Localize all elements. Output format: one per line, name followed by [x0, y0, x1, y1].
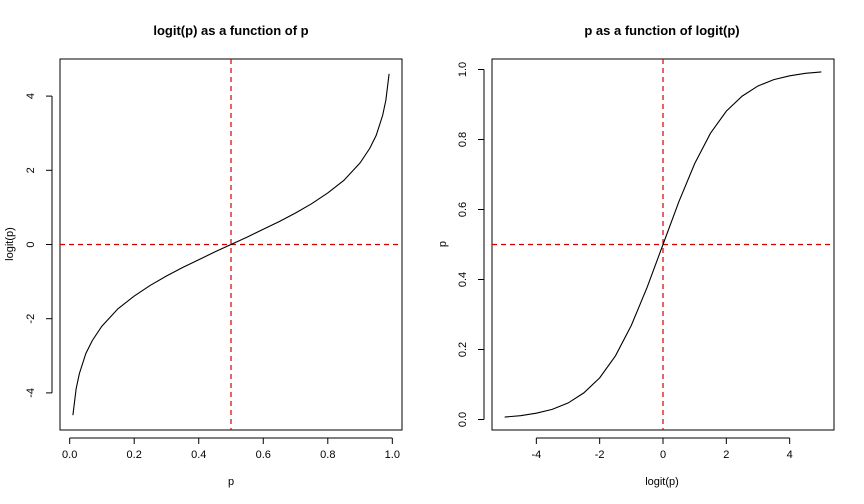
right-data-curve: [504, 71, 822, 418]
left-chart-title: logit(p) as a function of p: [153, 23, 308, 38]
left-x-tick-label: 0.8: [320, 449, 335, 461]
left-data-curve: [72, 73, 390, 416]
left-y-tick-label: 0: [25, 241, 37, 247]
left-x-tick-label: 0.6: [256, 449, 271, 461]
right-x-tick-label: 2: [723, 449, 729, 461]
left-y-tick-label: -4: [25, 388, 37, 398]
right-y-tick-label: 0.6: [457, 202, 469, 217]
right-y-tick-label: 0.0: [457, 412, 469, 427]
left-x-tick-label: 0.0: [62, 449, 77, 461]
left-panel: logit(p) as a function of p p logit(p) 0…: [4, 23, 403, 488]
left-y-tick-label: 4: [25, 93, 37, 99]
left-y-tick-label: -2: [25, 314, 37, 324]
left-x-axis-title: p: [228, 476, 234, 488]
right-y-tick-label: 0.4: [457, 272, 469, 287]
right-y-axis-title: p: [437, 241, 449, 247]
right-y-tick-label: 0.8: [457, 132, 469, 147]
left-x-tick-label: 1.0: [385, 449, 400, 461]
left-x-tick-label: 0.4: [191, 449, 206, 461]
right-x-tick-label: -4: [531, 449, 541, 461]
right-x-tick-label: 0: [660, 449, 666, 461]
right-y-tick-label: 0.2: [457, 342, 469, 357]
left-y-tick-label: 2: [25, 167, 37, 173]
right-chart-title: p as a function of logit(p): [584, 23, 739, 38]
left-y-axis-title: logit(p): [4, 227, 16, 261]
right-x-axis-title: logit(p): [645, 476, 679, 488]
right-x-tick-label: 4: [787, 449, 793, 461]
right-y-tick-label: 1.0: [457, 62, 469, 77]
left-x-tick-label: 0.2: [127, 449, 142, 461]
right-panel: p as a function of logit(p) logit(p) p -…: [437, 23, 835, 488]
right-x-tick-label: -2: [595, 449, 605, 461]
